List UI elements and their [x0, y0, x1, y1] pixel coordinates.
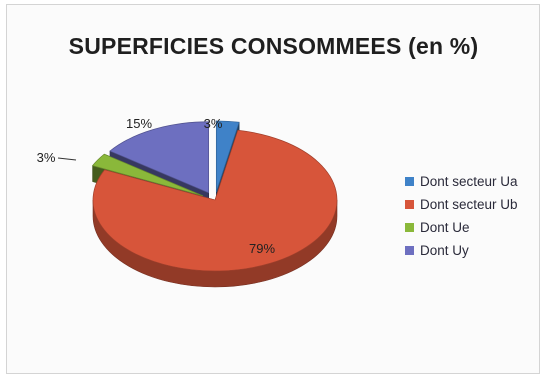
legend-item-ua: Dont secteur Ua: [405, 170, 518, 193]
legend-label-ub: Dont secteur Ub: [420, 197, 518, 212]
legend-swatch-ue: [405, 223, 414, 232]
data-label-leader-ue: [57, 157, 77, 161]
data-label-ub: 79%: [249, 241, 275, 256]
pie-slice-ub: [92, 129, 338, 272]
chart-legend: Dont secteur Ua Dont secteur Ub Dont Ue …: [405, 170, 518, 262]
legend-item-uy: Dont Uy: [405, 239, 518, 262]
data-label-ue: 3%: [37, 150, 56, 165]
chart-title: SUPERFICIES CONSOMMEES (en %): [68, 33, 479, 59]
legend-swatch-ub: [405, 200, 414, 209]
pie-slice-uy: [109, 121, 209, 194]
data-label-uy: 15%: [126, 116, 152, 131]
pie-slice-ue: [91, 153, 204, 197]
legend-swatch-uy: [405, 246, 414, 255]
legend-item-ub: Dont secteur Ub: [405, 193, 518, 216]
legend-swatch-ua: [405, 177, 414, 186]
data-label-ua: 3%: [204, 116, 223, 131]
legend-item-ue: Dont Ue: [405, 216, 518, 239]
legend-label-ua: Dont secteur Ua: [420, 174, 518, 189]
legend-label-ue: Dont Ue: [420, 220, 470, 235]
pie-slice-ua: [215, 120, 240, 193]
legend-label-uy: Dont Uy: [420, 243, 469, 258]
